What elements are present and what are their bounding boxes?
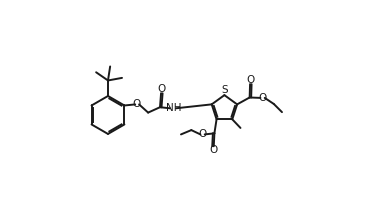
Text: O: O — [133, 99, 141, 109]
Text: O: O — [198, 129, 207, 139]
Text: NH: NH — [166, 103, 181, 113]
Text: S: S — [222, 85, 228, 95]
Text: O: O — [247, 75, 255, 85]
Text: O: O — [259, 93, 267, 103]
Text: O: O — [210, 145, 218, 155]
Text: O: O — [157, 84, 166, 94]
